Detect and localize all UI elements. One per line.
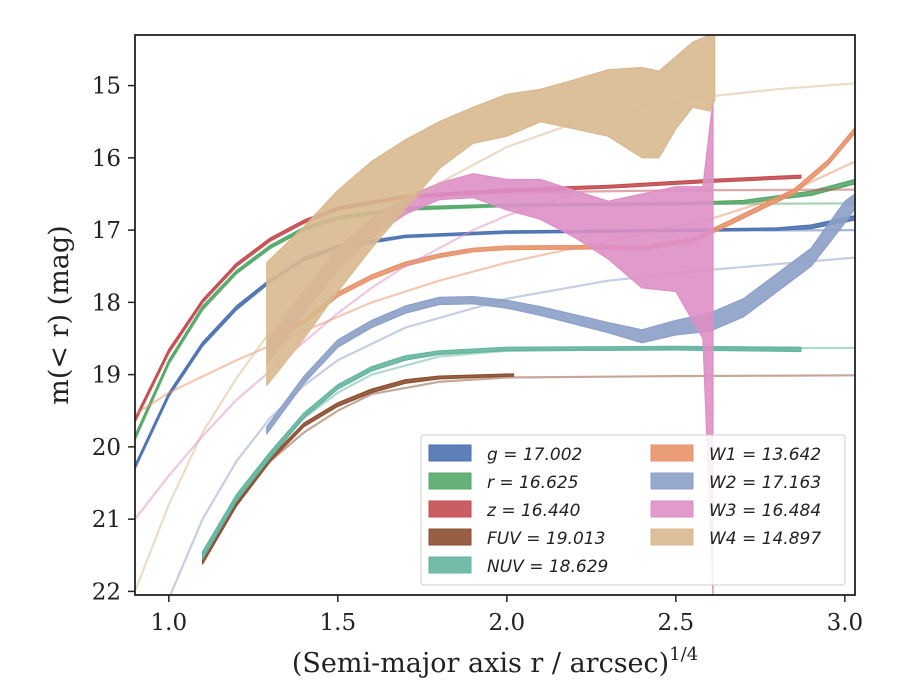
legend-swatch-w3	[650, 500, 694, 518]
x-tick-label: 3.0	[827, 610, 864, 636]
y-tick-label: 18	[92, 290, 121, 316]
series-w2-band	[266, 193, 855, 435]
legend-label-nuv: NUV = 18.629	[487, 557, 608, 577]
series-z-band	[135, 174, 802, 423]
series-nuv-band	[202, 345, 802, 560]
x-axis-label: (Semi-major axis r / arcsec)1/4	[292, 644, 698, 679]
x-tick-label: 1.5	[320, 610, 357, 636]
legend-swatch-g	[428, 444, 472, 462]
x-tick-label: 2.5	[658, 610, 695, 636]
series-w1-band	[269, 126, 855, 341]
y-tick-label: 17	[92, 218, 121, 244]
legend-swatch-r	[428, 472, 472, 490]
legend-label-g: g = 17.002	[487, 445, 582, 465]
legend-swatch-w2	[650, 472, 694, 490]
legend: g = 17.002 r = 16.625 z = 16.440 FUV = 19.0…	[420, 434, 846, 586]
legend-swatch-z	[428, 500, 472, 518]
series-r-band	[135, 178, 855, 441]
series-w4-band	[266, 35, 716, 387]
y-axis-label: m(< r) (mag)	[44, 225, 75, 404]
legend-label-w1: W1 = 13.642	[709, 445, 821, 465]
y-tick-label: 22	[92, 579, 121, 605]
y-tick-label: 19	[92, 363, 121, 389]
legend-label-w4: W4 = 14.897	[709, 529, 821, 549]
y-ticks: 15 16 17 18 19 20 21 22	[92, 74, 135, 605]
x-ticks: 1.0 1.5 2.0 2.5 3.0	[151, 595, 864, 636]
series-r-model-line	[135, 202, 855, 441]
y-tick-label: 16	[92, 146, 121, 172]
x-axis-label-superscript: 1/4	[669, 644, 698, 665]
series-layer	[135, 35, 855, 595]
legend-label-w3: W3 = 16.484	[709, 501, 821, 521]
legend-swatch-w1	[650, 444, 694, 462]
legend-label-r: r = 16.625	[487, 473, 579, 493]
legend-swatch-fuv	[428, 528, 472, 546]
plot-frame	[134, 34, 856, 596]
legend-box	[420, 434, 846, 586]
legend-label-z: z = 16.440	[486, 501, 580, 521]
legend-swatch-w4	[650, 528, 694, 546]
x-tick-label: 1.0	[151, 610, 188, 636]
y-tick-label: 20	[92, 435, 121, 461]
x-tick-label: 2.0	[489, 610, 526, 636]
y-tick-label: 21	[92, 507, 121, 533]
y-tick-label: 15	[92, 74, 121, 100]
legend-label-fuv: FUV = 19.013	[487, 529, 605, 549]
legend-swatch-nuv	[428, 556, 472, 574]
series-w1-model-line	[135, 160, 855, 416]
legend-label-w2: W2 = 17.163	[709, 473, 821, 493]
series-g-band	[135, 215, 855, 470]
series-w3-model-line	[135, 192, 575, 520]
series-fuv-band	[202, 373, 515, 565]
